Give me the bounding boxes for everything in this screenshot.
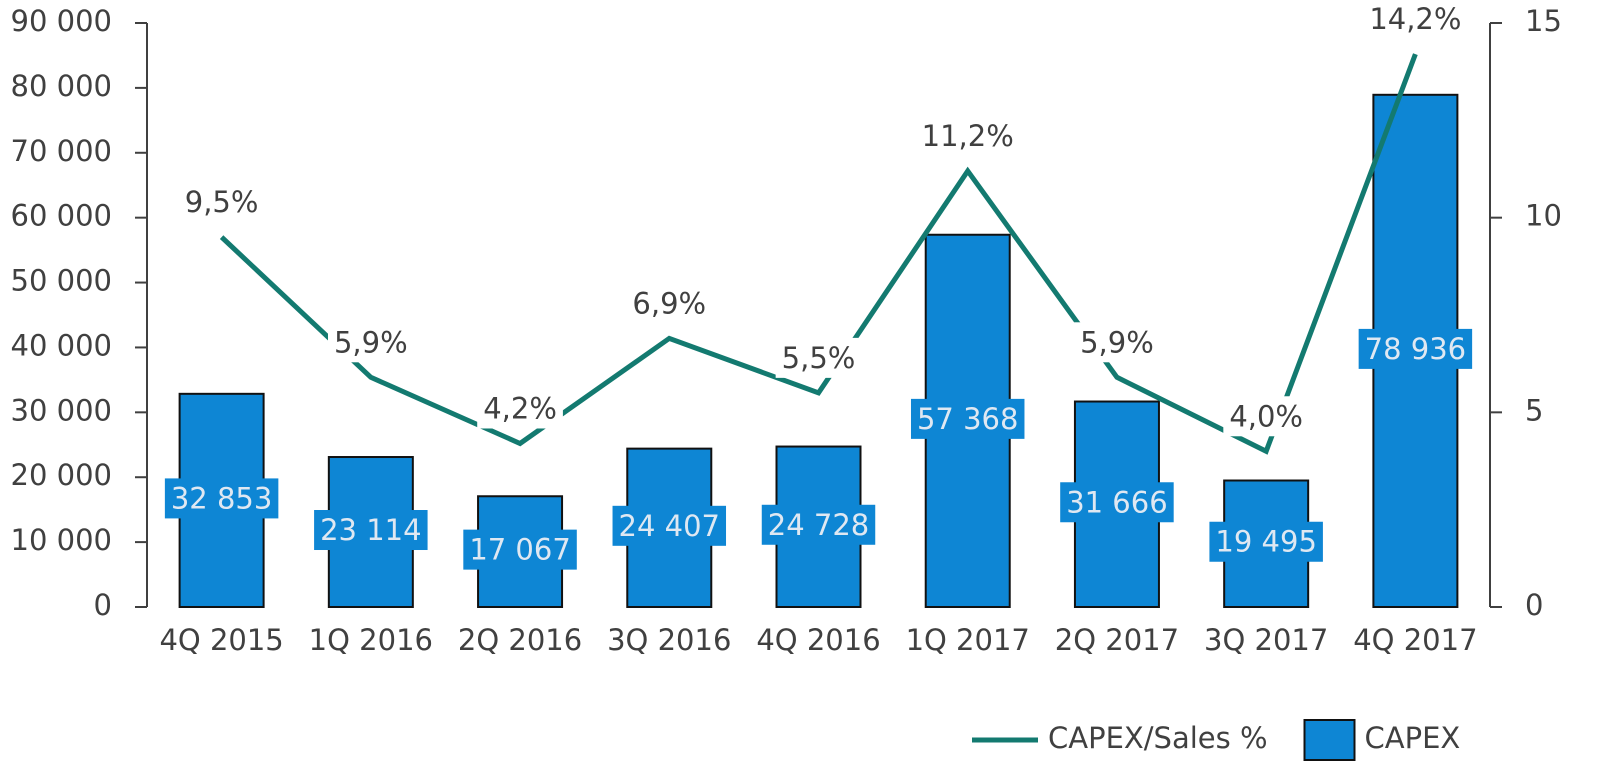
bar-value-label-group: 57 368 <box>910 398 1025 439</box>
line-value-label-box <box>1363 0 1468 40</box>
bar-value-label-group: 24 728 <box>761 504 876 545</box>
line-value-label-group: 4,0% <box>1223 396 1310 437</box>
legend-label: CAPEX/Sales % <box>1048 721 1268 755</box>
x-tick-label: 3Q 2016 <box>607 623 731 657</box>
bar-value-label-group: 78 936 <box>1358 328 1473 369</box>
line-value-label-box <box>1223 396 1310 437</box>
y2-tick-label: 10 <box>1525 199 1562 233</box>
y-tick-label: 50 000 <box>11 264 112 298</box>
y2-tick-label: 15 <box>1525 4 1562 38</box>
bar-value-label: 23 114 <box>320 513 421 547</box>
bar-value-label-group: 17 067 <box>463 529 577 570</box>
bar-value-label-group: 19 495 <box>1209 521 1323 562</box>
y-tick-label: 10 000 <box>11 523 112 557</box>
line-value-label: 5,9% <box>1080 325 1154 359</box>
x-tick-label: 1Q 2016 <box>309 623 433 657</box>
y2-tick-label: 0 <box>1525 588 1543 622</box>
x-tick-label: 3Q 2017 <box>1204 623 1328 657</box>
y-tick-label: 20 000 <box>11 458 112 492</box>
y-tick-label: 60 000 <box>11 199 112 233</box>
line-value-label-box <box>626 283 713 324</box>
legend-swatch <box>1303 719 1356 761</box>
line-value-label: 4,2% <box>483 391 557 425</box>
bar-value-label-box <box>1060 482 1174 523</box>
bar-value-label: 19 495 <box>1215 525 1316 559</box>
bar-value-label: 17 067 <box>469 533 570 567</box>
bar-value-label: 31 666 <box>1066 485 1167 519</box>
line-value-label-box <box>775 337 862 378</box>
line-value-label-group: 9,5% <box>178 182 265 223</box>
line-value-label-box <box>327 322 414 363</box>
line-value-label: 14,2% <box>1369 2 1461 36</box>
bar-value-label: 57 368 <box>917 402 1018 436</box>
bar-value-label-group: 32 853 <box>164 478 279 519</box>
bar-value-label: 78 936 <box>1365 332 1466 366</box>
line <box>219 53 1418 455</box>
line-value-label-group: 5,9% <box>1074 322 1160 363</box>
bar-value-label-box <box>314 510 428 551</box>
bar-value-label-box <box>761 504 876 545</box>
y2-tick-label: 5 <box>1525 393 1543 427</box>
y-tick-label: 70 000 <box>11 134 112 168</box>
bar-value-label: 24 407 <box>619 509 720 543</box>
x-tick-label: 4Q 2017 <box>1353 623 1477 657</box>
bar-value-label-box <box>910 398 1025 439</box>
bar-value-label-box <box>1209 521 1323 562</box>
line-value-label: 6,9% <box>632 286 706 320</box>
legend-label: CAPEX <box>1365 721 1461 755</box>
y-tick-label: 90 000 <box>11 4 112 38</box>
bar-value-label-box <box>1358 328 1473 369</box>
bar-value-label-group: 24 407 <box>612 505 727 546</box>
line-value-label-group: 6,9% <box>626 283 713 324</box>
bar-value-label-box <box>463 529 577 570</box>
line-value-label: 11,2% <box>922 119 1014 153</box>
line-value-label-group: 5,9% <box>327 322 414 363</box>
line-value-label-box <box>915 115 1020 156</box>
x-tick-label: 4Q 2016 <box>756 623 880 657</box>
bar-value-label-box <box>612 505 727 546</box>
line-value-label: 5,5% <box>782 341 856 375</box>
line-value-label-box <box>477 388 563 429</box>
bar-value-label-group: 31 666 <box>1060 482 1174 523</box>
y-tick-label: 0 <box>94 588 112 622</box>
bar-value-label: 32 853 <box>171 481 272 515</box>
x-tick-label: 2Q 2017 <box>1055 623 1179 657</box>
line-value-label: 5,9% <box>334 325 408 359</box>
line-value-label: 9,5% <box>185 185 259 219</box>
x-tick-label: 1Q 2017 <box>906 623 1030 657</box>
line-value-label-box <box>178 182 265 223</box>
x-tick-label: 4Q 2015 <box>159 623 283 657</box>
y-tick-label: 40 000 <box>11 328 112 362</box>
y-tick-label: 80 000 <box>11 69 112 103</box>
line-value-label-group: 5,5% <box>775 337 862 378</box>
y-tick-label: 30 000 <box>11 393 112 427</box>
bar-value-label: 24 728 <box>768 508 869 542</box>
x-tick-label: 2Q 2016 <box>458 623 582 657</box>
line-value-label-box <box>1074 322 1160 363</box>
line-value-label-group: 11,2% <box>915 115 1020 156</box>
line-value-label-group: 4,2% <box>477 388 563 429</box>
bar-value-label-box <box>164 478 279 519</box>
line-value-label-group: 14,2% <box>1363 0 1468 40</box>
line-value-label: 4,0% <box>1229 399 1303 433</box>
bar-value-label-group: 23 114 <box>314 510 428 551</box>
